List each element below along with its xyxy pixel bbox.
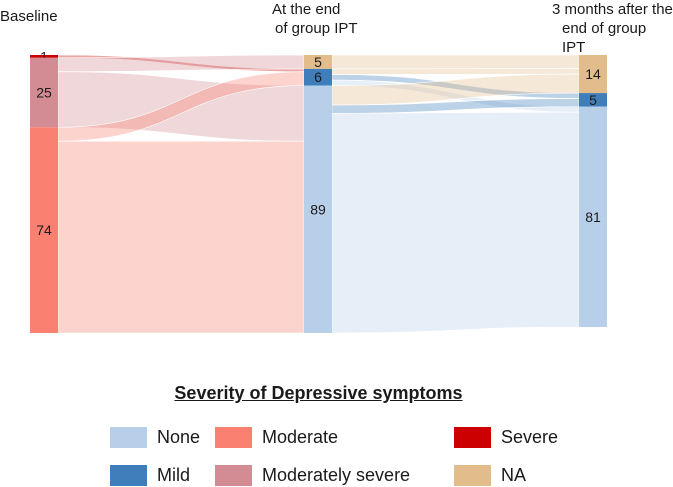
node-label-col0-moderate: 74: [36, 222, 52, 238]
legend-item-none: None: [110, 427, 200, 448]
node-label-col0-moderately-severe: 25: [36, 85, 52, 101]
node-col2-na: [579, 55, 607, 94]
column-title-end-line-1: At the end: [272, 1, 341, 18]
node-label-col1-na: 5: [314, 54, 322, 70]
legend-swatch-na: [454, 465, 491, 486]
legend-swatch-mild: [110, 465, 147, 486]
legend-label-mild: Mild: [157, 465, 191, 485]
legend-item-severe: Severe: [454, 427, 558, 448]
column-title-baseline-line-1: Baseline: [0, 8, 58, 25]
legend-label-na: NA: [501, 465, 527, 485]
column-title-3m-line-2: end of group IPT: [562, 20, 647, 56]
flow-1-na-to-na: [331, 54, 580, 70]
node-col0-moderately-severe: [30, 57, 58, 128]
legend-item-moderate: Moderate: [215, 427, 338, 448]
flows: [57, 54, 580, 334]
column-title-end-of-ipt: At the end of group IPT: [272, 0, 358, 38]
node-label-col0-severe: 1: [40, 48, 48, 64]
legend-label-severe: Severe: [501, 427, 559, 447]
legend-item-mild: Mild: [110, 465, 190, 486]
legend-title: Severity of Depressive symptoms: [0, 383, 637, 404]
node-label-col1-mild: 6: [314, 69, 322, 85]
node-label-col2-na: 14: [585, 66, 601, 82]
legend-item-na: NA: [454, 465, 526, 486]
legend-label-none: None: [157, 427, 201, 447]
flow-1-none-to-none: [331, 111, 580, 334]
node-col1-none: [304, 85, 332, 333]
legend-swatch-moderately-severe: [215, 465, 252, 486]
column-title-end-line-2: of group IPT: [275, 20, 358, 37]
column-title-baseline: Baseline: [0, 7, 58, 26]
node-label-col2-mild: 5: [589, 92, 597, 108]
node-col0-severe: [30, 55, 58, 58]
legend-swatch-moderate: [215, 427, 252, 448]
legend-label-moderate: Moderate: [262, 427, 339, 447]
node-col2-mild: [579, 93, 607, 107]
legend-swatch-severe: [454, 427, 491, 448]
legend-item-moderately-severe: Moderately severe: [215, 465, 410, 486]
column-title-3-months: 3 months after the end of group IPT: [552, 0, 673, 57]
legend-swatch-none: [110, 427, 147, 448]
column-title-3m-line-1: 3 months after the: [552, 1, 673, 18]
legend-label-moderately-severe: Moderately severe: [262, 465, 411, 485]
node-col2-none: [579, 106, 607, 328]
legend-title-text: Severity of Depressive symptoms: [174, 383, 463, 403]
node-label-col2-none: 81: [585, 209, 601, 225]
flow-0-moderate-to-none: [57, 140, 305, 334]
node-col1-na: [304, 55, 332, 69]
node-col0-moderate: [30, 127, 58, 333]
node-label-col1-none: 89: [310, 201, 326, 217]
flow-0-moderately-severe-to-na: [57, 54, 305, 72]
node-col1-mild: [304, 68, 332, 86]
flow-1-mild-to-na: [331, 68, 580, 75]
